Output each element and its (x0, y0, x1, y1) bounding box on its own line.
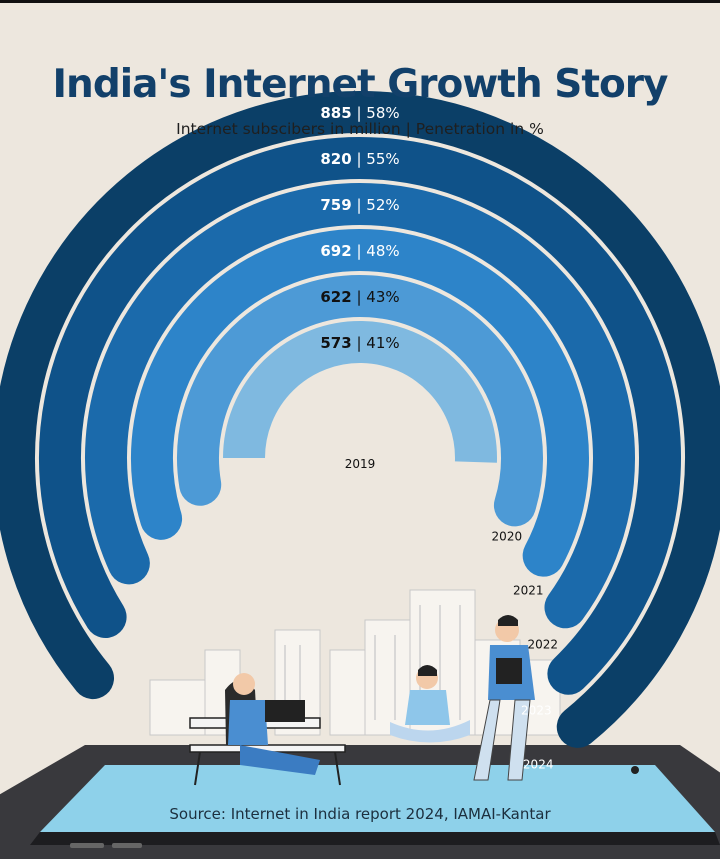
year-label-2019: 2019 (345, 457, 376, 471)
page-subtitle: Internet subscibers in million | Penetra… (176, 120, 544, 138)
year-label-2020: 2020 (492, 529, 523, 543)
year-label-2022: 2022 (527, 637, 558, 651)
value-label-2022: 759 | 52% (320, 196, 399, 214)
value-label-2021: 692 | 48% (320, 242, 399, 260)
value-label-2024: 885 | 58% (320, 104, 399, 122)
year-label-2023: 2023 (521, 704, 552, 718)
year-label-2021: 2021 (513, 583, 544, 597)
arc-2019 (223, 321, 497, 463)
value-label-2020: 622 | 43% (320, 288, 399, 306)
arc-2024 (0, 91, 720, 748)
value-label-2023: 820 | 55% (320, 150, 399, 168)
radial-bars (0, 91, 720, 748)
arc-2021 (131, 229, 589, 577)
arc-2020 (177, 275, 543, 527)
page-title: India's Internet Growth Story (52, 62, 669, 107)
top-border (0, 0, 720, 3)
year-label-2024: 2024 (523, 758, 554, 772)
value-label-2019: 573 | 41% (320, 334, 399, 352)
people-illustration (189, 615, 535, 786)
source-note: Source: Internet in India report 2024, I… (169, 805, 551, 823)
arc-2022 (85, 183, 635, 629)
value-labels: 885 | 58% 2024 820 | 55% 2023 759 | 52% 2022 6… (320, 104, 558, 772)
arc-2023 (39, 137, 681, 695)
phone-illustration (0, 745, 720, 859)
